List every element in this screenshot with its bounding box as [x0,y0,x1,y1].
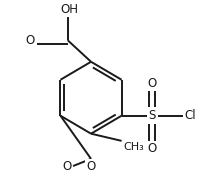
Text: S: S [148,109,156,122]
Text: CH₃: CH₃ [123,142,144,152]
Text: O: O [148,77,157,90]
Text: O: O [148,142,157,155]
Text: Cl: Cl [184,109,196,122]
Text: OH: OH [60,3,78,16]
Text: O: O [26,34,35,47]
Text: O: O [86,160,96,173]
Text: O: O [62,160,71,173]
